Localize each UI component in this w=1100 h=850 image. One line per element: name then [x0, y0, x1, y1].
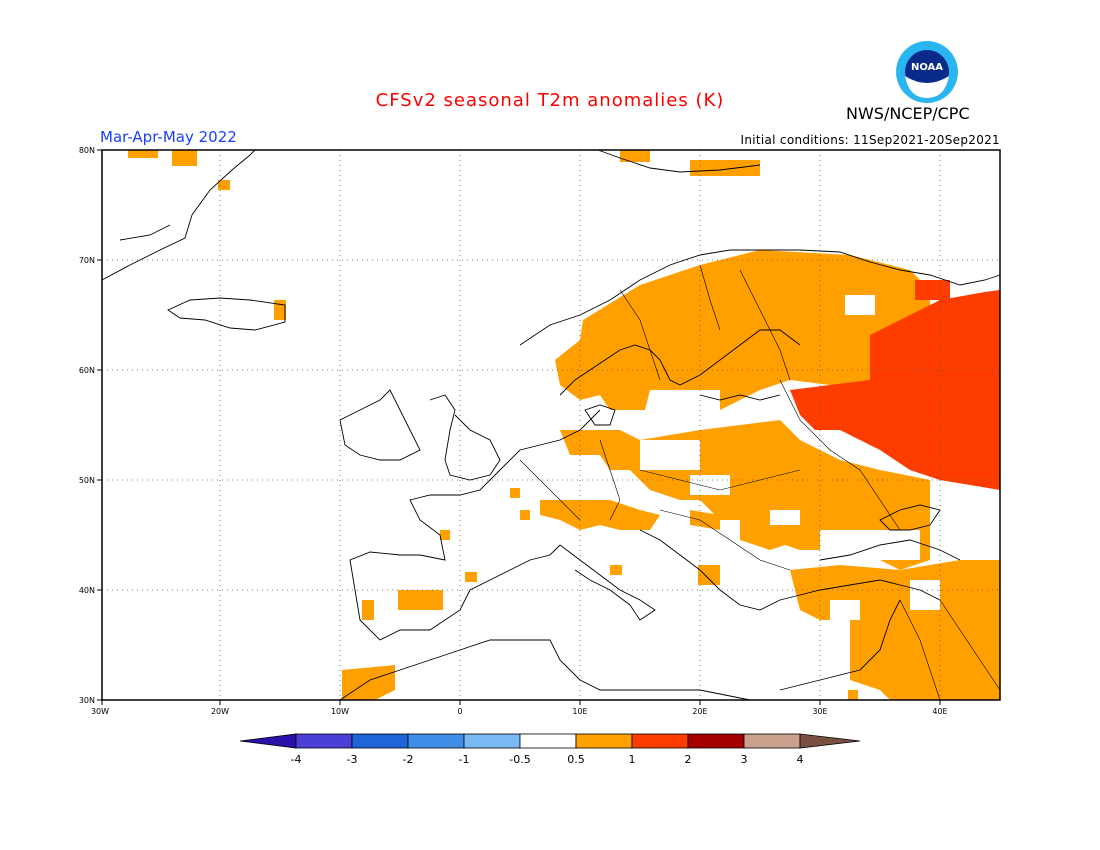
lat-label: 40N — [79, 586, 95, 595]
lon-label: 20E — [692, 707, 707, 716]
lat-label: 70N — [79, 256, 95, 265]
colorbar-label: 1 — [629, 753, 636, 766]
colorbar-bin — [631, 733, 689, 749]
tick-marks — [97, 149, 941, 705]
colorbar-bin — [463, 733, 521, 749]
colorbar-label: -4 — [291, 753, 302, 766]
logo-text: NOAA — [911, 62, 943, 73]
country-borders — [519, 264, 1001, 701]
colorbar-bin — [743, 733, 801, 749]
lon-label: 30E — [812, 707, 827, 716]
colorbar-label: -2 — [403, 753, 414, 766]
lon-label: 10E — [572, 707, 587, 716]
coastlines — [101, 149, 1001, 701]
lat-label: 60N — [79, 366, 95, 375]
lon-label: 10W — [331, 707, 349, 716]
lon-label: 40E — [932, 707, 947, 716]
colorbar-label: -1 — [459, 753, 470, 766]
colorbar-label: 0.5 — [567, 753, 585, 766]
lon-label: 20W — [211, 707, 229, 716]
colorbar-bin — [407, 733, 465, 749]
longitude-labels: 30W 20W 10W 0 10E 20E 30E 40E — [91, 707, 948, 716]
lat-label: 80N — [79, 146, 95, 155]
no-anomaly-patches — [640, 295, 940, 620]
lon-label: 0 — [457, 707, 462, 716]
agency-label: NWS/NCEP/CPC — [846, 104, 970, 123]
map-frame — [101, 149, 1001, 701]
colorbar-label: -0.5 — [509, 753, 530, 766]
colorbar-bin — [519, 733, 577, 749]
colorbar-label: 3 — [741, 753, 748, 766]
noaa-logo: NOAA — [896, 41, 958, 103]
colorbar-label: 4 — [797, 753, 804, 766]
colorbar-bin — [295, 733, 353, 749]
colorbar-label: -3 — [347, 753, 358, 766]
map-title: CFSv2 seasonal T2m anomalies (K) — [375, 90, 725, 111]
latitude-labels: 80N 70N 60N 50N 40N 30N — [79, 146, 95, 705]
lat-label: 30N — [79, 696, 95, 705]
colorbar-bin — [351, 733, 409, 749]
colorbar-arrow-high — [799, 733, 861, 749]
anomaly-red-area — [790, 280, 1000, 490]
forecast-period: Mar-Apr-May 2022 — [100, 128, 237, 146]
colorbar-labels: -4 -3 -2 -1 -0.5 0.5 1 2 3 4 — [291, 753, 804, 766]
colorbar-arrow-low — [239, 733, 297, 749]
lat-label: 50N — [79, 476, 95, 485]
colorbar-bin — [575, 733, 633, 749]
initial-conditions: Initial conditions: 11Sep2021-20Sep2021 — [740, 133, 1000, 147]
lon-label: 30W — [91, 707, 109, 716]
graticule — [102, 150, 1000, 700]
colorbar — [239, 733, 861, 749]
colorbar-bin — [687, 733, 745, 749]
colorbar-label: 2 — [685, 753, 692, 766]
